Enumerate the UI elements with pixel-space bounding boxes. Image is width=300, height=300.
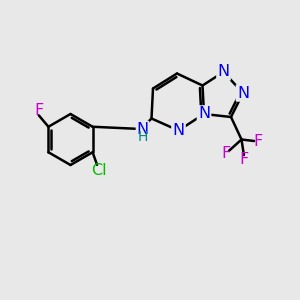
Text: N: N <box>218 64 230 80</box>
Text: N: N <box>198 106 210 122</box>
Text: F: F <box>34 103 44 118</box>
Text: N: N <box>172 123 184 138</box>
Text: F: F <box>221 146 230 161</box>
Text: N: N <box>237 85 249 100</box>
Text: F: F <box>253 134 262 148</box>
Text: N: N <box>136 122 148 136</box>
Text: F: F <box>239 152 248 167</box>
Text: Cl: Cl <box>91 163 106 178</box>
Text: H: H <box>137 130 148 144</box>
